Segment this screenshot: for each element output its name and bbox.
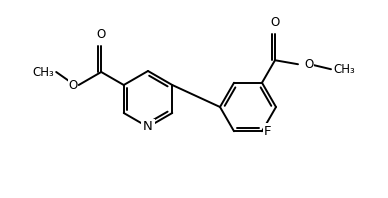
Text: O: O bbox=[97, 28, 106, 41]
Text: CH₃: CH₃ bbox=[333, 63, 355, 76]
Text: O: O bbox=[270, 16, 280, 29]
Text: CH₃: CH₃ bbox=[33, 66, 54, 78]
Text: O: O bbox=[304, 58, 313, 71]
Text: N: N bbox=[143, 121, 153, 133]
Text: O: O bbox=[68, 78, 78, 91]
Text: F: F bbox=[264, 125, 272, 138]
